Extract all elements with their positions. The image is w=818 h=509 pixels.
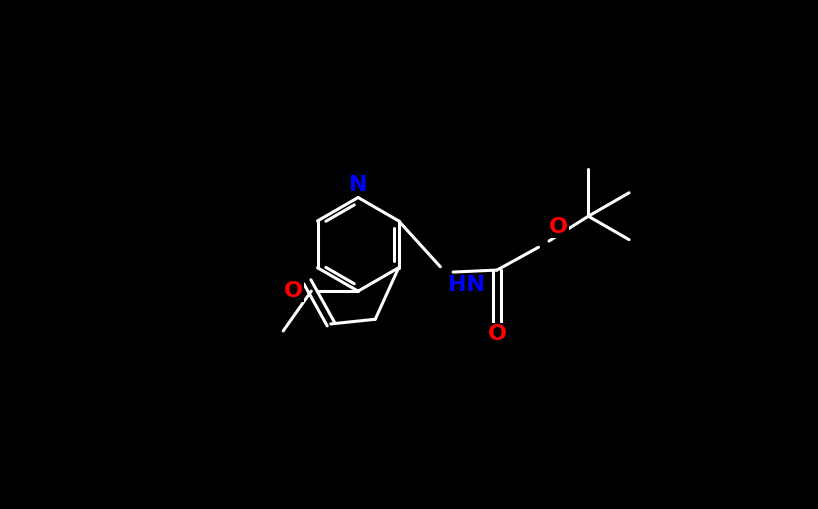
Text: O: O <box>284 281 303 301</box>
Text: O: O <box>488 324 506 344</box>
Text: N: N <box>348 175 367 195</box>
Text: HN: HN <box>448 275 485 295</box>
Text: O: O <box>549 217 568 237</box>
